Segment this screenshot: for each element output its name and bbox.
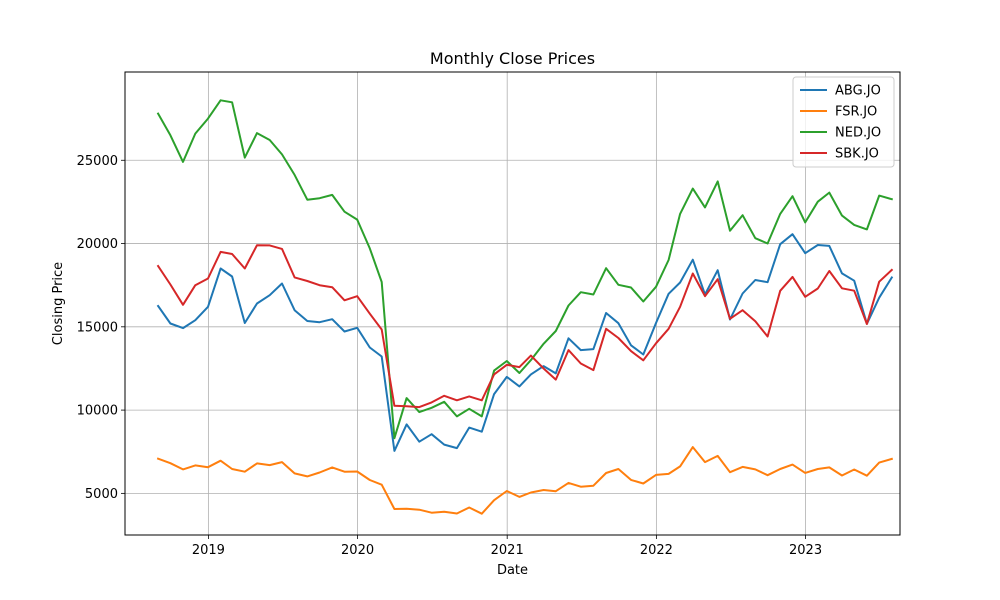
y-tick-label: 15000: [77, 320, 118, 335]
data-series: [156, 99, 894, 515]
legend-label: FSR.JO: [835, 105, 877, 120]
plot-area-frame: [124, 71, 901, 536]
legend: ABG.JO FSR.JO NED.JO SBK.JO: [792, 76, 895, 168]
legend-label: ABG.JO: [835, 84, 881, 99]
x-axis-label: Date: [497, 563, 528, 578]
y-tick-label: 5000: [85, 487, 118, 502]
legend-label: SBK.JO: [835, 147, 879, 162]
x-tick-label: 2022: [640, 543, 673, 558]
chart-title: Monthly Close Prices: [430, 49, 595, 68]
axis-ticks: 2019 2020 2021 2022 2023 5000 10000 15000 20000 2…: [77, 154, 822, 558]
series-line-abg-jo: [156, 233, 894, 452]
series-line-ned-jo: [156, 99, 894, 440]
series-line-sbk-jo: [156, 244, 894, 409]
y-tick-label: 25000: [77, 154, 118, 169]
x-tick-label: 2020: [341, 543, 374, 558]
y-tick-label: 20000: [77, 237, 118, 252]
legend-box: [792, 76, 895, 168]
x-tick-label: 2019: [192, 543, 225, 558]
y-tick-label: 10000: [77, 404, 118, 419]
legend-label: NED.JO: [835, 126, 881, 141]
series-line-fsr-jo: [156, 446, 894, 515]
x-tick-label: 2023: [789, 543, 822, 558]
x-tick-label: 2021: [491, 543, 524, 558]
y-axis-label: Closing Price: [51, 262, 66, 345]
